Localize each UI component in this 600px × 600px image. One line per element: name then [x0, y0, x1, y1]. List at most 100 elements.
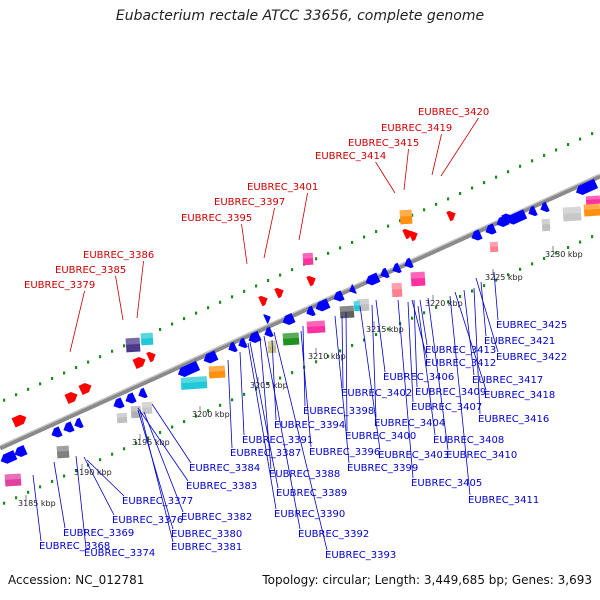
tick-mark: [135, 441, 138, 445]
gene-block: [116, 412, 128, 424]
accession-text: Accession: NC_012781: [8, 573, 145, 587]
reverse-gene-label: EUBREC_3425: [496, 320, 567, 331]
forward-gene-label: EUBREC_3397: [214, 197, 285, 208]
gene-block: [391, 282, 403, 298]
reverse-gene-label: EUBREC_3392: [298, 529, 369, 540]
gene-block: [4, 473, 22, 487]
reverse-gene-label: EUBREC_3422: [496, 352, 567, 363]
leader-line: [431, 133, 442, 176]
tick-mark: [447, 300, 450, 304]
reverse-gene-label: EUBREC_3383: [186, 481, 257, 492]
reverse-gene-label: EUBREC_3376: [112, 515, 183, 526]
gene-arrow: [333, 290, 345, 302]
tick-mark: [543, 153, 546, 157]
gene-arrow: [14, 444, 28, 457]
genome-summary: Topology: circular; Length: 3,449,685 bp…: [262, 573, 592, 587]
reverse-gene-label: EUBREC_3404: [374, 418, 445, 429]
tick-mark: [495, 175, 498, 179]
leader-line: [427, 297, 449, 451]
leader-line: [136, 260, 144, 319]
leader-line: [334, 315, 350, 464]
gene-block: [208, 365, 226, 379]
forward-gene-label: EUBREC_3385: [55, 265, 126, 276]
tick-mark: [471, 186, 474, 190]
reverse-gene-label: EUBREC_3400: [345, 431, 416, 442]
leader-line: [403, 148, 409, 191]
leader-line: [139, 409, 174, 543]
leader-line: [475, 277, 499, 353]
tick-mark: [519, 164, 522, 168]
reverse-gene-label: EUBREC_3374: [84, 548, 155, 559]
reverse-gene-label: EUBREC_3387: [230, 448, 301, 459]
tick-mark: [279, 273, 282, 277]
tick-mark: [447, 197, 450, 201]
reverse-gene-label: EUBREC_3396: [309, 447, 380, 458]
leader-line: [371, 304, 377, 419]
gene-block: [353, 300, 361, 312]
tick-mark: [567, 143, 570, 147]
forward-gene-label: EUBREC_3420: [418, 107, 489, 118]
tick-mark: [555, 251, 558, 255]
tick-mark: [15, 496, 18, 500]
tick-mark: [219, 403, 222, 407]
leader-line: [75, 455, 87, 549]
reverse-gene-label: EUBREC_3381: [171, 542, 242, 553]
tick-mark: [531, 262, 534, 266]
tick-mark: [27, 387, 30, 391]
leader-line: [413, 299, 418, 388]
tick-mark: [15, 393, 18, 397]
tick-mark: [459, 294, 462, 298]
tick-mark: [531, 159, 534, 163]
reverse-gene-label: EUBREC_3398: [303, 406, 374, 417]
scale-label: 3215 kbp: [366, 325, 404, 334]
tick-mark: [207, 409, 210, 413]
gene-block: [541, 218, 551, 232]
tick-mark: [231, 295, 234, 299]
gene-arrow: [282, 312, 296, 325]
gene-arrow: [540, 201, 550, 213]
gene-block: [339, 305, 355, 319]
tick-mark: [591, 235, 594, 239]
gene-arrow: [238, 337, 248, 349]
leader-line: [69, 290, 85, 353]
gene-block: [302, 252, 314, 266]
tick-mark: [87, 360, 90, 364]
reverse-gene-label: EUBREC_3390: [274, 509, 345, 520]
gene-arrow: [404, 257, 414, 269]
reverse-gene-label: EUBREC_3402: [341, 388, 412, 399]
tick-mark: [159, 430, 162, 434]
tick-mark: [435, 305, 438, 309]
reverse-gene-label: EUBREC_3418: [484, 390, 555, 401]
leader-line: [271, 339, 277, 421]
forward-gene-label: EUBREC_3401: [247, 182, 318, 193]
gene-labels: EUBREC_3379 EUBREC_3385 EUBREC_3386 EUBREC_…: [24, 107, 567, 561]
reverse-gene-label: EUBREC_3408: [433, 435, 504, 446]
leader-line: [239, 351, 245, 436]
leader-line: [273, 331, 328, 551]
tick-mark: [255, 284, 258, 288]
scale-label: 3230 kbp: [545, 250, 583, 259]
leader-line: [298, 192, 308, 241]
tick-mark: [27, 490, 30, 494]
gene-arrow: [306, 305, 316, 317]
tick-mark: [63, 474, 66, 478]
tick-mark: [579, 240, 582, 244]
tick-mark: [399, 219, 402, 223]
gene-arrow: [51, 426, 63, 438]
reverse-gene-label: EUBREC_3412: [425, 358, 496, 369]
tick-mark: [507, 273, 510, 277]
gene-arrow: [392, 262, 402, 274]
gene-block: [583, 203, 600, 217]
gene-arrow: [274, 287, 284, 299]
leader-line: [417, 305, 436, 436]
forward-gene-label: EUBREC_3414: [315, 151, 386, 162]
reverse-gene-label: EUBREC_3368: [39, 541, 110, 552]
tick-mark: [147, 436, 150, 440]
forward-gene-label: EUBREC_3386: [83, 250, 154, 261]
tick-mark: [495, 278, 498, 282]
leader-line: [449, 295, 471, 496]
tick-mark: [363, 235, 366, 239]
tick-mark: [483, 181, 486, 185]
forward-gene-label: EUBREC_3395: [181, 213, 252, 224]
tick-mark: [75, 366, 78, 370]
